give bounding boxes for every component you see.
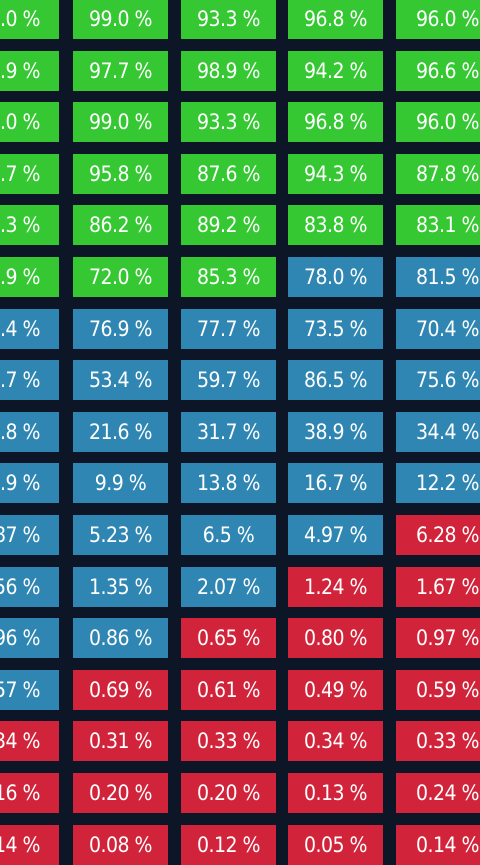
table-cell: 12.2 % [396, 463, 480, 503]
table-cell: 1.7 % [0, 154, 59, 194]
table-cell: 77.7 % [181, 309, 276, 349]
table-cell: 96 % [0, 618, 59, 658]
table-cell: 1.24 % [288, 567, 383, 607]
table-cell: 93.3 % [181, 102, 276, 142]
table-cell: 31.7 % [181, 412, 276, 452]
table-cell: 95.8 % [73, 154, 168, 194]
table-cell: 2.9 % [0, 463, 59, 503]
table-cell: 0.13 % [288, 773, 383, 813]
table-cell: 94.3 % [288, 154, 383, 194]
table-cell: 16.7 % [288, 463, 383, 503]
table-cell: 93.3 % [181, 0, 276, 39]
table-cell: 86.5 % [288, 360, 383, 400]
table-cell: 0.33 % [181, 721, 276, 761]
table-cell: 0.69 % [73, 670, 168, 710]
table-cell: 59.7 % [181, 360, 276, 400]
table-cell: 97.7 % [73, 51, 168, 91]
table-cell: 99.0 % [73, 102, 168, 142]
table-cell: 1.7 % [0, 360, 59, 400]
table-cell: 38.9 % [288, 412, 383, 452]
table-cell: 0.61 % [181, 670, 276, 710]
table-cell: 7.3 % [0, 205, 59, 245]
table-cell: 0.12 % [181, 825, 276, 865]
table-cell: 0.97 % [396, 618, 480, 658]
table-cell: 0.80 % [288, 618, 383, 658]
table-cell: 0.65 % [181, 618, 276, 658]
table-cell: 9.9 % [73, 463, 168, 503]
table-cell: 0.49 % [288, 670, 383, 710]
table-cell: 14 % [0, 825, 59, 865]
table-cell: 13.8 % [181, 463, 276, 503]
table-cell: 34 % [0, 721, 59, 761]
table-cell: 0.14 % [396, 825, 480, 865]
table-cell: 2.07 % [181, 567, 276, 607]
table-cell: 0.86 % [73, 618, 168, 658]
table-cell: 0.33 % [396, 721, 480, 761]
table-cell: 0.31 % [73, 721, 168, 761]
table-cell: 6.5 % [181, 515, 276, 555]
table-cell: 0.20 % [181, 773, 276, 813]
table-cell: 16 % [0, 773, 59, 813]
table-cell: 72.0 % [73, 257, 168, 297]
table-cell: 1.67 % [396, 567, 480, 607]
table-cell: 0.08 % [73, 825, 168, 865]
table-cell: 76.9 % [73, 309, 168, 349]
table-cell: 0.34 % [288, 721, 383, 761]
table-cell: 0.4 % [0, 309, 59, 349]
table-cell: 96.0 % [396, 0, 480, 39]
table-cell: 4.0 % [0, 102, 59, 142]
table-cell: 98.9 % [181, 51, 276, 91]
table-cell: 86.2 % [73, 205, 168, 245]
table-cell: 96.6 % [396, 51, 480, 91]
table-cell: 0.20 % [73, 773, 168, 813]
table-cell: 94.2 % [288, 51, 383, 91]
table-cell: 4.97 % [288, 515, 383, 555]
table-cell: 83.8 % [288, 205, 383, 245]
table-cell: 87.6 % [181, 154, 276, 194]
table-cell: 21.6 % [73, 412, 168, 452]
table-cell: 57 % [0, 670, 59, 710]
table-cell: 1.9 % [0, 257, 59, 297]
table-cell: 6.28 % [396, 515, 480, 555]
table-cell: 87.8 % [396, 154, 480, 194]
table-cell: 96.8 % [288, 0, 383, 39]
table-cell: 56 % [0, 567, 59, 607]
table-cell: 0.05 % [288, 825, 383, 865]
table-cell: 0.59 % [396, 670, 480, 710]
table-cell: 70.4 % [396, 309, 480, 349]
table-cell: 96.0 % [396, 102, 480, 142]
table-cell: 99.0 % [73, 0, 168, 39]
table-cell: 83.1 % [396, 205, 480, 245]
table-cell: 96.8 % [288, 102, 383, 142]
table-cell: 81.5 % [396, 257, 480, 297]
table-cell: 73.5 % [288, 309, 383, 349]
table-cell: 0.24 % [396, 773, 480, 813]
table-cell: 89.2 % [181, 205, 276, 245]
table-cell: 1.35 % [73, 567, 168, 607]
table-cell: 78.0 % [288, 257, 383, 297]
table-cell: 5.8 % [0, 412, 59, 452]
table-cell: 85.3 % [181, 257, 276, 297]
table-cell: 75.6 % [396, 360, 480, 400]
table-cell: 53.4 % [73, 360, 168, 400]
table-cell: 4.0 % [0, 0, 59, 39]
table-cell: 34.4 % [396, 412, 480, 452]
table-cell: 3.9 % [0, 51, 59, 91]
table-cell: 87 % [0, 515, 59, 555]
table-cell: 5.23 % [73, 515, 168, 555]
